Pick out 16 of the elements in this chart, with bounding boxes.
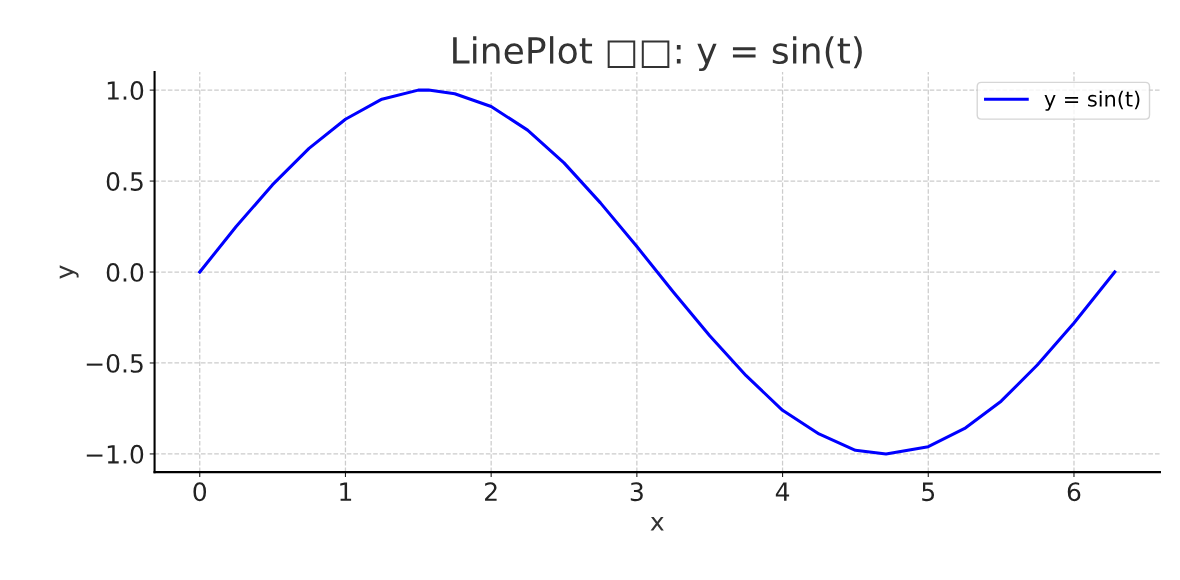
y-axis-title: y <box>59 265 79 279</box>
chart-title: LinePlot □□: y = sin(t) <box>453 36 862 72</box>
x-tick-label: 1 <box>340 482 352 501</box>
x-tick-label: 2 <box>485 482 497 501</box>
x-axis-title: x <box>650 516 664 531</box>
y-tick-label: 0.0 <box>106 262 144 282</box>
x-tick-label: 6 <box>1067 482 1081 502</box>
y-tick-label: 0.5 <box>106 172 143 191</box>
x-tick-label: 4 <box>775 482 790 501</box>
y-tick-label: −1.0 <box>86 444 144 464</box>
y-tick-label: 1.0 <box>107 81 144 100</box>
x-tick-label: 0 <box>193 482 207 502</box>
x-tick-label: 3 <box>630 482 643 502</box>
x-tick-label: 5 <box>922 482 935 502</box>
legend-label: y = sin(t) <box>1044 90 1140 111</box>
y-tick-label: −0.5 <box>86 353 143 373</box>
